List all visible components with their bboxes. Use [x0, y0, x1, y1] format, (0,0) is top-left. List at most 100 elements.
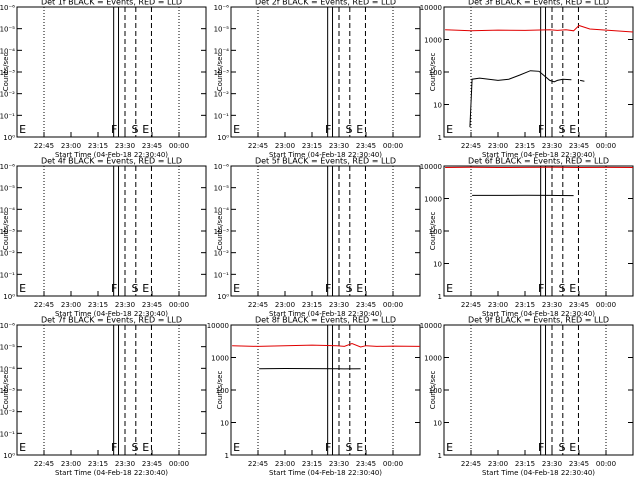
y-tick-label: 10⁻³	[214, 228, 230, 236]
y-tick-label: 10⁻³	[0, 69, 15, 77]
event-marker-e: E	[356, 123, 363, 136]
panel-title: Det 2f BLACK = Events, RED = LLD	[255, 0, 396, 7]
plot-frame	[16, 6, 207, 138]
y-tick-label: 10⁻⁴	[0, 206, 15, 214]
y-tick-label: 10⁻⁴	[214, 47, 230, 55]
x-tick-label: 23:00	[275, 142, 295, 150]
y-axis-label: Counts/sec	[2, 53, 10, 92]
panel-title: Det 6f BLACK = Events, RED = LLD	[468, 157, 609, 166]
event-marker-s: S	[345, 123, 352, 136]
x-tick-label: 23:45	[142, 460, 162, 468]
event-marker-e: E	[446, 441, 453, 454]
y-tick-label: 10⁻⁵	[0, 344, 15, 352]
y-axis-label: Counts/sec	[429, 53, 437, 92]
plot-frame	[443, 324, 634, 456]
x-tick-label: 23:15	[302, 460, 322, 468]
y-tick-label: 10⁻⁵	[0, 185, 15, 193]
y-tick-label: 10⁰	[3, 293, 15, 301]
x-tick-label: 23:15	[302, 142, 322, 150]
x-tick-label: 22:45	[248, 142, 268, 150]
y-tick-label: 10⁻³	[0, 387, 15, 395]
y-tick-label: 1	[225, 452, 229, 460]
series-events-black	[259, 369, 371, 370]
x-tick-label: 00:00	[596, 142, 616, 150]
event-marker-e: E	[142, 123, 149, 136]
x-tick-label: 23:30	[329, 460, 349, 468]
y-tick-label: 10⁻⁴	[0, 47, 15, 55]
y-tick-label: 10⁻⁶	[214, 4, 230, 12]
x-tick-label: 22:45	[34, 142, 54, 150]
y-tick-label: 1	[438, 134, 442, 142]
x-tick-label: 00:00	[169, 142, 189, 150]
x-tick-label: 23:45	[142, 301, 162, 309]
y-tick-label: 1	[438, 293, 442, 301]
x-tick-label: 22:45	[248, 301, 268, 309]
x-tick-label: 00:00	[596, 301, 616, 309]
x-axis-label: Start Time (04-Feb-18 22:30:40)	[269, 151, 382, 159]
y-tick-label: 10⁻²	[214, 250, 230, 258]
y-tick-label: 10⁰	[3, 134, 15, 142]
y-axis-label: Counts/sec	[429, 371, 437, 410]
event-marker-e: E	[142, 282, 149, 295]
y-tick-label: 10000	[207, 322, 229, 330]
event-marker-f: F	[111, 441, 117, 454]
event-marker-f: F	[538, 123, 544, 136]
panel-det-1: Det 1f BLACK = Events, RED = LLD Counts/s…	[0, 0, 207, 159]
y-tick-label: 10⁻¹	[0, 430, 15, 438]
x-tick-label: 23:30	[329, 301, 349, 309]
event-marker-s: S	[131, 441, 138, 454]
series-lld-red	[232, 342, 421, 348]
x-tick-label: 23:00	[275, 301, 295, 309]
y-tick-label: 10⁻⁶	[0, 163, 15, 171]
y-tick-label: 10⁻²	[0, 409, 15, 417]
panel-det-6: Det 6f BLACK = Events, RED = LLD Counts/s…	[420, 157, 634, 318]
event-marker-s: S	[345, 282, 352, 295]
y-tick-label: 10000	[420, 163, 442, 171]
panel-det-2: Det 2f BLACK = Events, RED = LLD Counts/s…	[214, 0, 421, 159]
event-marker-e: E	[19, 441, 26, 454]
event-marker-s: S	[558, 123, 565, 136]
plot-frame	[230, 165, 421, 297]
y-tick-label: 10⁰	[217, 134, 229, 142]
y-tick-label: 10⁻²	[0, 91, 15, 99]
panel-title: Det 3f BLACK = Events, RED = LLD	[468, 0, 609, 7]
y-tick-label: 1000	[211, 355, 229, 363]
y-tick-label: 10⁻³	[214, 69, 230, 77]
x-axis-label: Start Time (04-Feb-18 22:30:40)	[482, 151, 595, 159]
y-tick-label: 100	[429, 228, 442, 236]
event-marker-e: E	[233, 123, 240, 136]
y-tick-label: 10000	[420, 4, 442, 12]
y-axis-label: Counts/sec	[216, 371, 224, 410]
y-tick-label: 10⁻⁴	[0, 365, 15, 373]
x-tick-label: 23:45	[356, 142, 376, 150]
panel-det-5: Det 5f BLACK = Events, RED = LLD Counts/s…	[214, 157, 421, 318]
x-tick-label: 00:00	[596, 460, 616, 468]
x-tick-label: 22:45	[461, 460, 481, 468]
series-events-black	[472, 195, 584, 196]
x-axis-label: Start Time (04-Feb-18 22:30:40)	[482, 310, 595, 318]
plot-frame	[443, 6, 634, 138]
event-marker-e: E	[19, 282, 26, 295]
x-tick-label: 23:30	[542, 142, 562, 150]
y-tick-label: 10⁻¹	[0, 271, 15, 279]
plot-frame	[230, 6, 421, 138]
x-tick-label: 23:00	[488, 460, 508, 468]
plot-frame	[16, 324, 207, 456]
x-tick-label: 23:00	[61, 460, 81, 468]
y-tick-label: 10⁻¹	[214, 271, 230, 279]
y-tick-label: 1000	[424, 37, 442, 45]
event-marker-e: E	[142, 441, 149, 454]
x-tick-label: 23:45	[569, 142, 589, 150]
panel-title: Det 4f BLACK = Events, RED = LLD	[41, 157, 182, 166]
event-marker-f: F	[538, 441, 544, 454]
y-tick-label: 100	[216, 387, 229, 395]
x-axis-label: Start Time (04-Feb-18 22:30:40)	[269, 310, 382, 318]
x-tick-label: 22:45	[461, 142, 481, 150]
x-tick-label: 23:00	[61, 301, 81, 309]
x-tick-label: 23:00	[488, 142, 508, 150]
panel-det-4: Det 4f BLACK = Events, RED = LLD Counts/s…	[0, 157, 207, 318]
x-tick-label: 23:30	[542, 460, 562, 468]
panel-title: Det 5f BLACK = Events, RED = LLD	[255, 157, 396, 166]
event-marker-f: F	[111, 123, 117, 136]
